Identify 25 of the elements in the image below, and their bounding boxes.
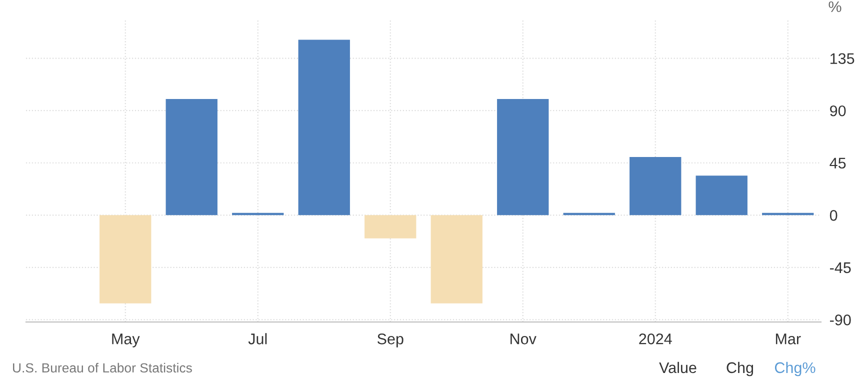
bar [100, 215, 152, 304]
x-tick-label: Jul [248, 333, 267, 344]
x-tick-label: Mar [776, 334, 801, 344]
text: Chg [726, 362, 754, 376]
y-tick-label: 135 [830, 53, 854, 64]
y-tick-label: 90 [830, 105, 846, 116]
bar [298, 40, 350, 216]
x-tick-label: Nov [510, 334, 536, 344]
y-tick-label: -90 [830, 314, 851, 326]
text: Value [659, 362, 696, 374]
text: Chg% [774, 362, 816, 376]
x-tick-label: 2024 [639, 334, 672, 344]
bar [630, 157, 682, 216]
y-tick-label: -45 [830, 262, 851, 274]
bar [497, 98, 549, 216]
bar [166, 98, 218, 216]
x-tick-label: May [112, 334, 140, 348]
y-tick-label: 0 [830, 210, 838, 221]
y-tick-label: 45 [830, 158, 846, 169]
x-tick-label: Sep [377, 334, 404, 348]
bar [696, 176, 748, 216]
bar [364, 215, 416, 238]
bar [430, 215, 482, 304]
y-axis-title: % [828, 1, 842, 12]
text: U.S. Bureau of Labor Statistics [13, 362, 192, 373]
